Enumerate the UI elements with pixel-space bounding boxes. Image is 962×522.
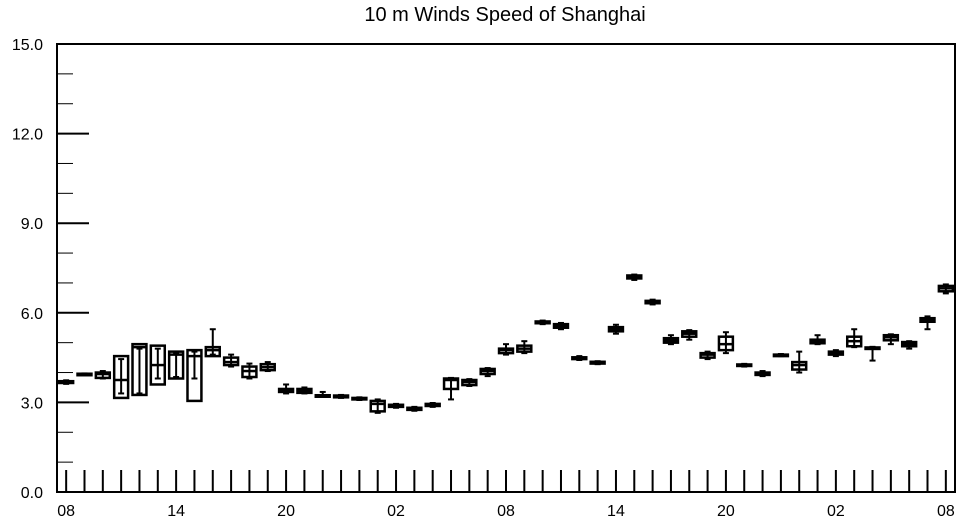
y-tick-label: 0.0	[21, 485, 43, 502]
x-tick-label: 08	[497, 503, 515, 520]
y-tick-label: 3.0	[21, 395, 43, 412]
y-tick-label: 12.0	[12, 127, 43, 144]
x-tick-label: 14	[607, 503, 625, 520]
y-tick-label: 9.0	[21, 216, 43, 233]
x-tick-label: 14	[167, 503, 185, 520]
x-tick-label: 02	[387, 503, 405, 520]
plot-area: 0.0 3.0 6.0 9.0 12.0 15.0 08 14 20 02 08 14 20 02 08	[12, 37, 956, 520]
plot-frame	[56, 43, 956, 493]
y-tick-label: 15.0	[12, 37, 43, 54]
chart-title: 10 m Winds Speed of Shanghai	[364, 4, 645, 26]
x-tick-label: 20	[717, 503, 735, 520]
y-tick-label: 6.0	[21, 306, 43, 323]
x-tick-label: 20	[277, 503, 295, 520]
x-tick-label: 08	[937, 503, 955, 520]
x-tick-label: 08	[57, 503, 75, 520]
x-tick-label: 02	[827, 503, 845, 520]
